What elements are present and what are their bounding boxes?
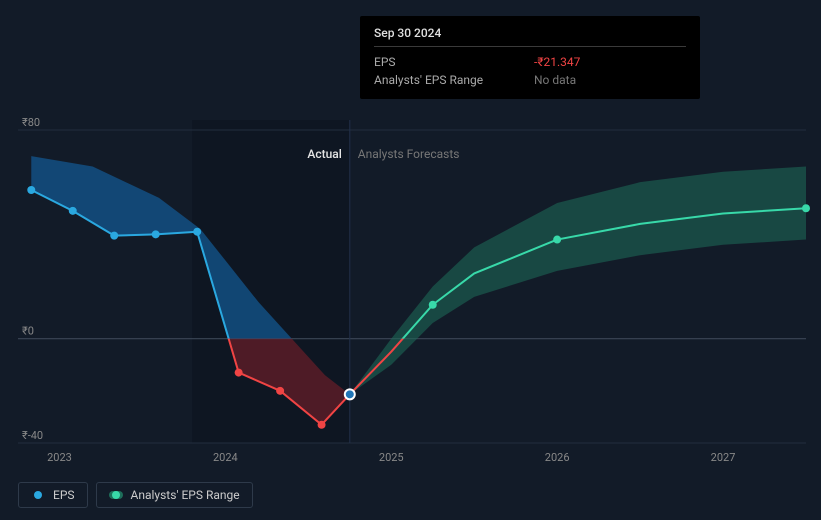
svg-text:2023: 2023: [47, 451, 72, 464]
legend-item[interactable]: Analysts' EPS Range: [96, 482, 253, 508]
legend-label: Analysts' EPS Range: [131, 488, 240, 502]
tooltip-key: Analysts' EPS Range: [374, 71, 494, 89]
svg-text:2026: 2026: [545, 451, 570, 464]
svg-text:Actual: Actual: [307, 147, 341, 161]
svg-text:₹0: ₹0: [22, 325, 34, 338]
legend-swatch: [31, 491, 45, 499]
chart-legend: EPS Analysts' EPS Range: [18, 482, 253, 508]
legend-label: EPS: [53, 488, 75, 502]
svg-text:2025: 2025: [379, 451, 404, 464]
tooltip-row: EPS -₹21.347: [374, 53, 686, 71]
tooltip-row: Analysts' EPS Range No data: [374, 71, 686, 89]
legend-swatch: [109, 491, 123, 499]
tooltip-divider: [374, 46, 686, 47]
tooltip-rows: EPS -₹21.347 Analysts' EPS Range No data: [374, 53, 686, 89]
tooltip-date: Sep 30 2024: [374, 26, 686, 40]
tooltip-value: -₹21.347: [534, 53, 580, 71]
svg-text:2024: 2024: [213, 451, 238, 464]
svg-text:Analysts Forecasts: Analysts Forecasts: [358, 147, 460, 161]
svg-text:₹-40: ₹-40: [22, 429, 43, 442]
tooltip-value: No data: [534, 71, 576, 89]
tooltip-key: EPS: [374, 53, 494, 71]
chart-tooltip: Sep 30 2024 EPS-₹21.347Analysts' EPS Ran…: [360, 16, 700, 99]
eps-chart: ₹80 ₹0 ₹-40 2023 2024 2025 2026 2027 Actual Analy…: [0, 0, 821, 520]
svg-text:₹80: ₹80: [22, 116, 40, 129]
legend-item[interactable]: EPS: [18, 482, 88, 508]
svg-text:2027: 2027: [711, 451, 736, 464]
